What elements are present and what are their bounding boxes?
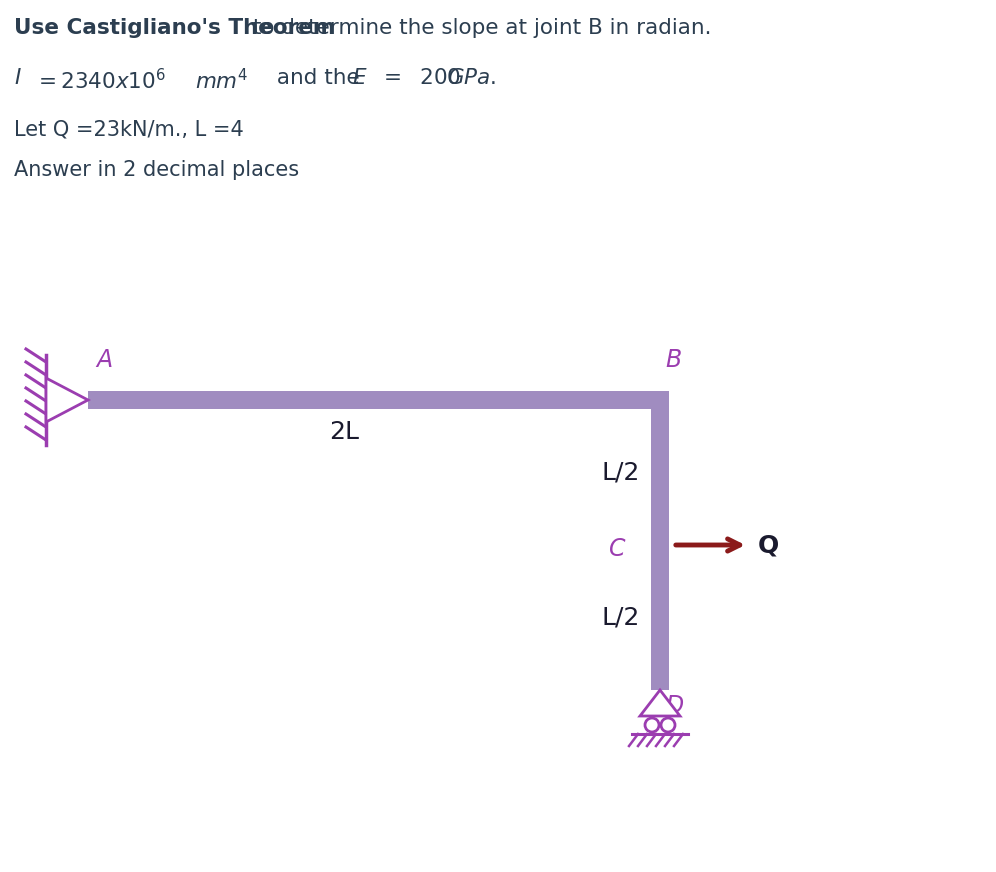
Text: $\mathit{mm}^4$: $\mathit{mm}^4$ <box>195 68 248 93</box>
Text: $ = 2340x10^6$: $ = 2340x10^6$ <box>34 68 166 93</box>
Text: L/2: L/2 <box>602 460 640 485</box>
Text: and the: and the <box>270 68 367 88</box>
Text: L/2: L/2 <box>602 605 640 630</box>
Text: $\it{E}$: $\it{E}$ <box>352 68 368 88</box>
Bar <box>88 391 660 409</box>
Text: A: A <box>96 348 113 372</box>
Text: B: B <box>665 348 681 372</box>
Text: Q: Q <box>758 533 779 557</box>
Text: to determine the slope at joint B in radian.: to determine the slope at joint B in rad… <box>246 18 711 38</box>
Text: $\it{GPa}.$: $\it{GPa}.$ <box>447 68 496 88</box>
Text: Answer in 2 decimal places: Answer in 2 decimal places <box>14 160 299 180</box>
Text: $\it{I}$: $\it{I}$ <box>14 68 22 88</box>
Polygon shape <box>640 690 680 716</box>
Circle shape <box>645 718 659 732</box>
Polygon shape <box>46 378 88 422</box>
Circle shape <box>661 718 675 732</box>
Text: D: D <box>665 694 683 718</box>
Text: Use Castigliano's Theorem: Use Castigliano's Theorem <box>14 18 336 38</box>
Text: 2L: 2L <box>329 420 359 444</box>
Bar <box>651 391 669 690</box>
Text: Let Q =23kN/m., L =4: Let Q =23kN/m., L =4 <box>14 120 244 140</box>
Text: $\ =\ \ 200\ $: $\ =\ \ 200\ $ <box>372 68 461 88</box>
Text: C: C <box>609 537 625 561</box>
